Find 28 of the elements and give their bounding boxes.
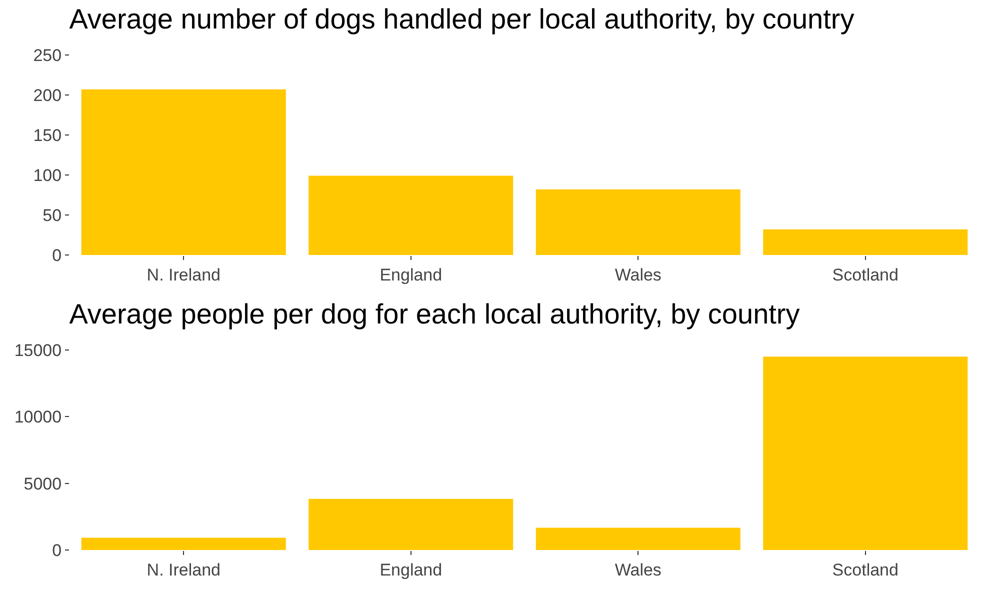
chart-title: Average number of dogs handled per local authority, by country xyxy=(69,3,854,34)
bar xyxy=(536,528,740,550)
x-tick-label: N. Ireland xyxy=(146,265,220,284)
bar xyxy=(308,176,514,255)
y-tick-label: 0 xyxy=(52,246,62,265)
chart-title: Average people per dog for each local authority, by country xyxy=(69,298,800,330)
bar xyxy=(81,89,286,255)
y-tick-label: 0 xyxy=(52,540,62,560)
y-tick-label: 150 xyxy=(33,126,62,145)
y-tick-label: 200 xyxy=(33,86,62,105)
bar xyxy=(81,538,286,550)
bar xyxy=(763,356,968,550)
y-tick-label: 5000 xyxy=(24,474,62,494)
x-tick-label: Scotland xyxy=(832,265,898,284)
x-tick-label: N. Ireland xyxy=(146,560,220,580)
x-tick-label: Wales xyxy=(614,265,662,284)
y-tick-label: 250 xyxy=(33,46,62,65)
x-tick-label: England xyxy=(380,560,442,580)
bar xyxy=(308,498,514,550)
x-tick-label: Wales xyxy=(614,560,662,580)
bar xyxy=(536,189,740,255)
y-tick-label: 10000 xyxy=(14,408,62,427)
x-tick-label: Scotland xyxy=(832,560,898,580)
y-tick-label: 15000 xyxy=(14,340,62,360)
y-tick-label: 100 xyxy=(33,166,62,185)
bar xyxy=(763,229,968,255)
x-tick-label: England xyxy=(380,265,442,284)
y-tick-label: 50 xyxy=(42,206,62,225)
